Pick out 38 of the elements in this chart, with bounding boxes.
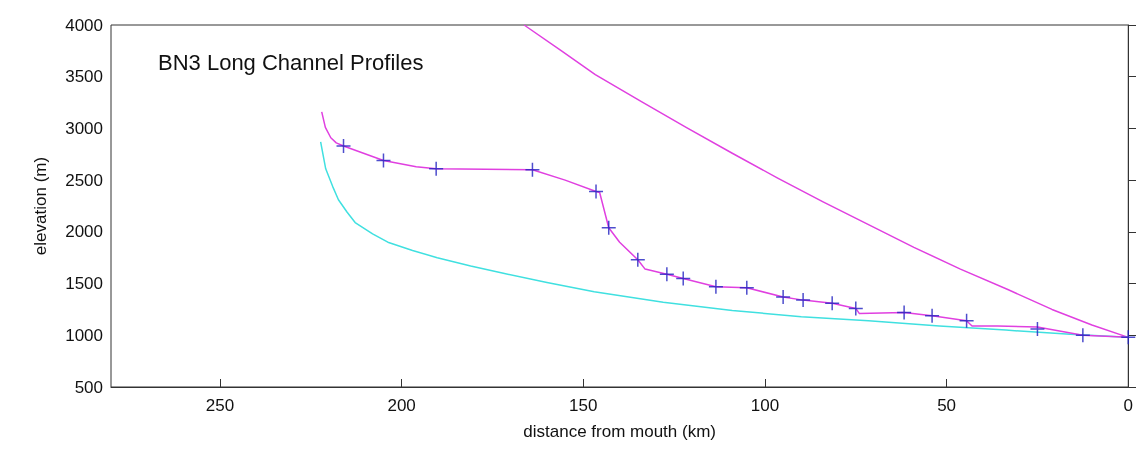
point [659,266,675,283]
point [588,183,604,200]
y-tick-label: 4000 [65,15,103,35]
point [739,279,755,296]
point [1075,327,1091,344]
x-axis-title: distance from mouth (km) [523,422,716,441]
point [630,252,646,268]
point [1029,321,1046,337]
y-tick-label: 1500 [65,274,103,294]
x-tick-label: 250 [205,396,235,415]
x-tick-label: 100 [750,396,780,415]
y-tick-label: 1000 [65,325,103,345]
point [428,161,444,177]
y-tick-label: 2500 [65,170,103,190]
point [708,278,724,295]
point [524,162,541,178]
y-tick-label: 500 [74,377,103,397]
point [335,138,352,154]
point [675,270,691,287]
y-tick-label: 3500 [65,67,103,87]
point [848,300,864,317]
point [896,304,912,321]
x-tick-label: 50 [937,396,957,415]
point [1120,329,1136,346]
point [795,292,811,308]
y-axis-title: elevation (m) [31,156,50,256]
x-tick-label: 150 [569,396,598,415]
y-tick-label: 2000 [65,222,103,242]
point [824,295,840,311]
text: BN3 Long Channel Profiles [158,49,424,75]
point [924,307,940,324]
point [375,152,392,169]
y-tick-label: 3000 [65,118,103,138]
point [600,219,617,236]
point [775,289,791,305]
x-tick-label: 0 [1123,396,1134,415]
point [958,313,975,329]
x-tick-label: 200 [387,396,416,415]
